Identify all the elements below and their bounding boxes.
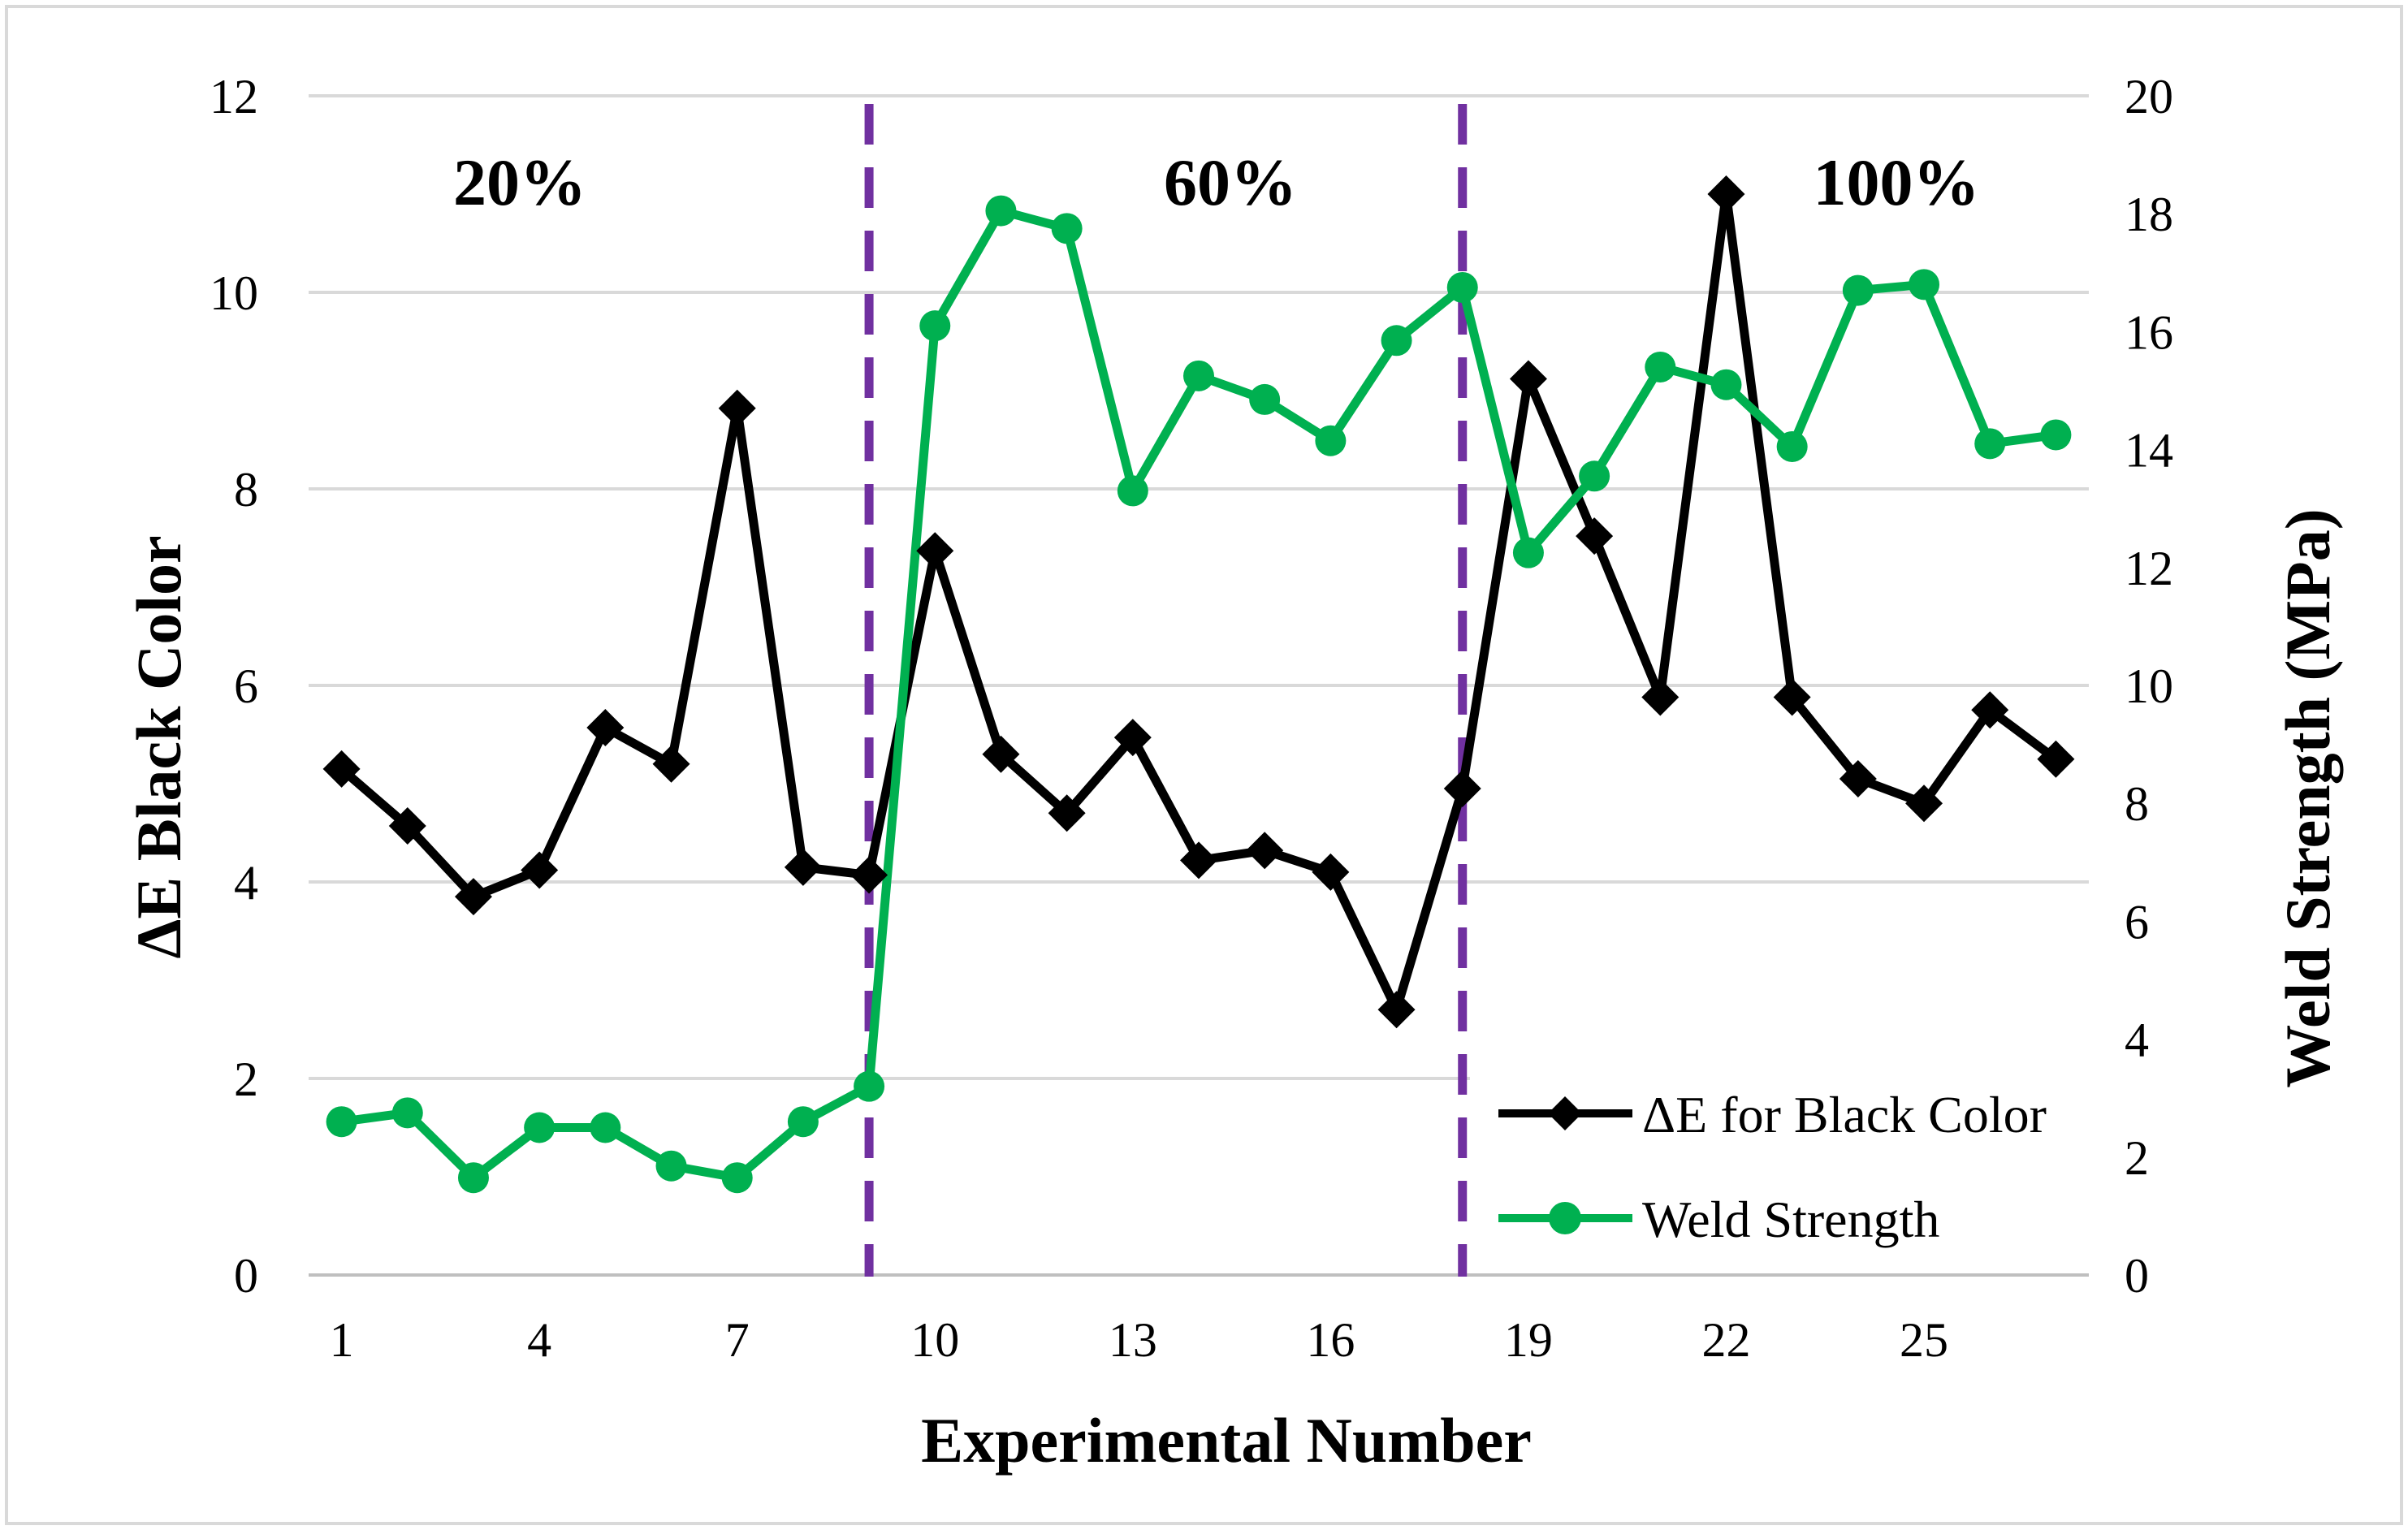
data-point-delta-e [1773, 678, 1811, 716]
y-left-tick-label: 4 [234, 856, 258, 910]
data-point-weld-strength [326, 1106, 357, 1138]
data-point-weld-strength [391, 1097, 423, 1129]
y-axis-title-left: ΔE Black Color [123, 535, 194, 958]
y-right-tick-label: 2 [2125, 1131, 2149, 1185]
data-point-weld-strength [1645, 351, 1676, 382]
y-right-tick-label: 6 [2125, 895, 2149, 949]
x-tick-label: 7 [725, 1313, 750, 1367]
data-point-delta-e [652, 745, 690, 783]
x-tick-label: 16 [1306, 1313, 1355, 1367]
data-point-delta-e [1048, 794, 1086, 832]
y-right-tick-label: 4 [2125, 1014, 2149, 1067]
legend-label-weld-strength: Weld Strength [1642, 1191, 1939, 1248]
x-tick-label: 13 [1109, 1313, 1157, 1367]
data-point-delta-e [454, 878, 492, 916]
y-right-tick-label: 18 [2125, 188, 2173, 241]
data-point-delta-e [1443, 770, 1481, 808]
data-point-weld-strength [985, 195, 1017, 227]
x-tick-label: 10 [910, 1313, 959, 1367]
x-tick-label: 25 [1900, 1313, 1948, 1367]
data-point-weld-strength [590, 1112, 621, 1143]
series-layer [322, 175, 2075, 1194]
data-point-delta-e [1113, 719, 1152, 757]
data-point-delta-e [1246, 832, 1284, 870]
data-point-delta-e [1312, 853, 1350, 891]
data-point-delta-e [521, 851, 559, 889]
data-point-weld-strength [1051, 213, 1083, 244]
region-label-60: 60% [1164, 145, 1297, 219]
chart-border [5, 5, 2403, 1525]
data-point-weld-strength [854, 1070, 885, 1102]
data-point-delta-e [784, 848, 822, 886]
data-point-weld-strength [721, 1162, 753, 1194]
data-point-delta-e [586, 709, 625, 747]
data-point-delta-e [1905, 784, 1943, 823]
data-point-delta-e [1576, 517, 1614, 555]
y-left-tick-label: 10 [210, 266, 258, 320]
legend: ΔE for Black Color Weld Strength [1470, 1064, 2112, 1259]
data-point-weld-strength [1776, 430, 1808, 462]
data-point-delta-e [1180, 841, 1217, 880]
data-point-weld-strength [1579, 460, 1610, 492]
data-point-delta-e [388, 807, 426, 845]
data-point-delta-e [1971, 691, 2009, 729]
legend-swatch-marker-circle [1549, 1202, 1581, 1234]
data-point-delta-e [916, 532, 954, 570]
data-point-weld-strength [787, 1106, 819, 1138]
y-right-tick-label: 14 [2125, 424, 2173, 478]
data-point-delta-e [1509, 360, 1547, 398]
y-left-tick-label: 8 [234, 463, 258, 516]
data-point-delta-e [322, 750, 361, 788]
data-point-delta-e [982, 735, 1020, 773]
x-tick-label: 19 [1504, 1313, 1553, 1367]
y-right-tick-label: 16 [2125, 305, 2173, 359]
data-point-delta-e [2037, 740, 2075, 778]
x-tick-label: 22 [1701, 1313, 1750, 1367]
data-point-delta-e [850, 856, 888, 894]
data-point-weld-strength [1249, 383, 1281, 415]
data-point-weld-strength [1974, 428, 2006, 460]
data-point-delta-e [1641, 678, 1680, 716]
data-point-weld-strength [1710, 369, 1742, 400]
y-right-tick-label: 12 [2125, 542, 2173, 595]
data-point-delta-e [1707, 175, 1745, 213]
data-point-weld-strength [2040, 419, 2072, 451]
data-point-weld-strength [1446, 271, 1478, 303]
data-point-weld-strength [1315, 425, 1347, 456]
y-right-tick-label: 20 [2125, 70, 2173, 123]
legend-swatch-marker-diamond [1548, 1096, 1582, 1130]
data-point-weld-strength [457, 1162, 489, 1194]
x-tick-label: 4 [527, 1313, 551, 1367]
y-right-tick-label: 0 [2125, 1249, 2149, 1303]
y-right-tick-label: 8 [2125, 777, 2149, 831]
data-point-weld-strength [1909, 269, 1940, 300]
y-left-tick-label: 0 [234, 1249, 258, 1303]
data-point-weld-strength [1381, 325, 1412, 357]
data-point-weld-strength [1117, 475, 1148, 507]
data-point-weld-strength [1183, 360, 1214, 391]
y-left-tick-label: 2 [234, 1052, 258, 1106]
data-point-delta-e [1377, 991, 1416, 1029]
y-axis-title-right: Weld Strength (MPa) [2272, 508, 2343, 1088]
y-left-tick-label: 6 [234, 659, 258, 713]
data-point-delta-e [718, 389, 756, 427]
x-axis-title: Experimental Number [921, 1405, 1532, 1476]
y-left-tick-label: 12 [210, 70, 258, 123]
region-label-20: 20% [453, 145, 586, 219]
data-point-weld-strength [919, 310, 951, 342]
data-point-weld-strength [655, 1150, 687, 1182]
y-right-tick-label: 10 [2125, 659, 2173, 713]
region-label-100: 100% [1814, 145, 1980, 219]
data-point-weld-strength [1512, 537, 1544, 568]
legend-label-delta-e: ΔE for Black Color [1642, 1086, 2047, 1143]
data-point-weld-strength [524, 1112, 556, 1143]
data-point-delta-e [1839, 759, 1877, 797]
x-tick-label: 1 [330, 1313, 354, 1367]
data-point-weld-strength [1842, 274, 1874, 306]
